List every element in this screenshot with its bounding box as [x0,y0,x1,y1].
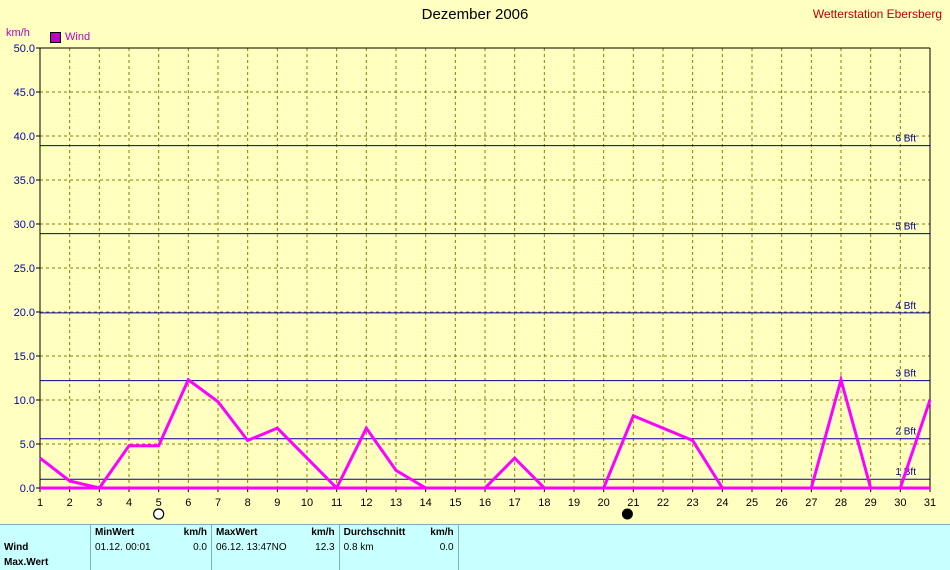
x-tick-label: 27 [805,497,817,509]
x-tick-label: 13 [390,497,402,509]
x-tick-label: 9 [274,497,280,509]
x-tick-label: 6 [185,497,191,509]
y-tick-label: 50.0 [14,43,35,55]
x-tick-label: 12 [360,497,372,509]
y-tick-label: 10.0 [14,395,35,407]
axes: 1 2 3 4 5 6 7 8 9 10 11 12 13 14 15 16 17 18 19 20 21 22 23 24 2… [14,43,937,509]
series [39,374,932,491]
x-tick-label: 8 [245,497,251,509]
stats-table: MinWert km/h MaxWert km/h Durchschnitt k… [0,525,469,570]
min-header: MinWert [90,525,163,540]
stats-row: Wind 01.12. 00:01 0.0 06.12. 13:47NO 12.… [0,540,469,555]
x-tick-label: 3 [96,497,102,509]
x-tick-label: 1 [37,497,43,509]
y-tick-label: 20.0 [14,307,35,319]
x-tick-label: 26 [776,497,788,509]
x-tick-label: 21 [627,497,639,509]
stats-row: Max.Wert [0,555,469,570]
x-tick-label: 17 [509,497,521,509]
min-time: 01.12. 00:01 [90,540,163,555]
x-tick-label: 28 [835,497,847,509]
beaufort-label: 6 Bft [895,134,916,145]
avg-text: 0.8 km [338,540,418,555]
y-tick-label: 25.0 [14,263,35,275]
x-tick-label: 11 [331,497,342,509]
stats-row-label: Max.Wert [4,557,49,568]
avg-header: Durchschnitt [338,525,418,540]
x-tick-label: 22 [657,497,669,509]
max-time: 06.12. 13:47NO [210,540,291,555]
y-tick-label: 5.0 [20,439,35,451]
station-name: Wetterstation Ebersberg [812,7,942,21]
legend-label: Wind [65,31,91,43]
x-tick-label: 2 [67,497,73,509]
y-tick-label: 35.0 [14,175,35,187]
x-tick-label: 23 [687,497,699,509]
beaufort-label: 4 Bft [895,301,916,312]
legend: Wind [50,31,90,43]
x-tick-label: 30 [894,497,906,509]
beaufort-label: 5 Bft [895,222,916,233]
y-tick-label: 0.0 [20,483,35,495]
max-header: MaxWert [210,525,291,540]
y-tick-label: 45.0 [14,87,35,99]
avg-unit-header: km/h [430,527,454,538]
full-moon-icon [153,508,165,520]
stats-header-empty [0,525,91,540]
x-tick-label: 5 [156,497,162,509]
stats-header-row: MinWert km/h MaxWert km/h Durchschnitt k… [0,525,469,540]
beaufort-label: 2 Bft [895,427,916,438]
series-line-wind [39,374,932,491]
x-tick-label: 31 [924,497,936,509]
stats-panel: MinWert km/h MaxWert km/h Durchschnitt k… [0,524,950,570]
x-tick-label: 29 [865,497,877,509]
max-unit-header: km/h [311,527,335,538]
y-tick-label: 40.0 [14,131,35,143]
stats-row-label: Wind [4,542,29,553]
chart-title: Dezember 2006 [421,6,529,23]
avg-value: 0.0 [439,542,454,553]
x-tick-label: 18 [538,497,550,509]
x-tick-label: 19 [568,497,580,509]
x-tick-label: 24 [716,497,728,509]
grid [40,48,930,488]
moon-phases [153,508,633,520]
max-value: 12.3 [315,542,335,553]
min-value: 0.0 [193,542,207,553]
x-tick-label: 16 [479,497,491,509]
min-unit-header: km/h [183,527,207,538]
x-tick-label: 10 [301,497,313,509]
x-tick-label: 20 [598,497,610,509]
legend-swatch [50,31,61,43]
y-tick-label: 30.0 [14,219,35,231]
x-tick-label: 14 [420,497,432,509]
y-axis-unit: km/h [6,27,30,39]
x-tick-label: 25 [746,497,758,509]
beaufort-label: 3 Bft [895,369,916,380]
y-tick-label: 15.0 [14,351,35,363]
x-tick-label: 15 [449,497,461,509]
new-moon-icon [621,508,633,520]
x-tick-label: 4 [126,497,132,509]
x-tick-label: 7 [215,497,221,509]
